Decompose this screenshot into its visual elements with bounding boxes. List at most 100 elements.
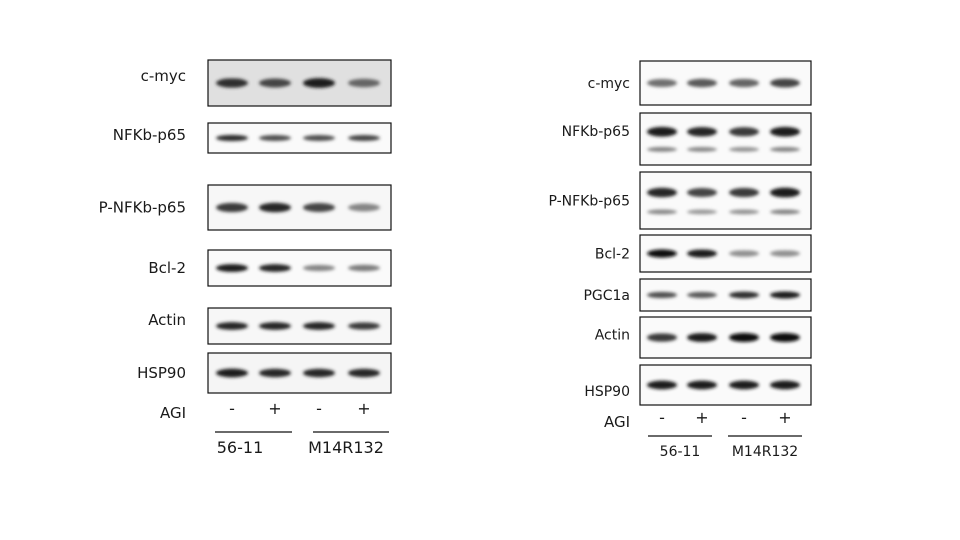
protein-band xyxy=(729,78,759,88)
protein-band xyxy=(216,264,248,272)
blot-frame xyxy=(639,112,812,166)
protein-band xyxy=(729,187,759,198)
blot-frame xyxy=(639,316,812,359)
protein-band xyxy=(687,188,717,198)
cell-line-label: M14R132 xyxy=(308,438,384,457)
blot-row: c-myc xyxy=(588,60,812,106)
cell-line-label: M14R132 xyxy=(732,444,798,460)
lower-protein-band xyxy=(687,147,717,152)
lower-protein-band xyxy=(770,209,800,215)
protein-band xyxy=(647,187,677,198)
protein-label: P-NFKb-p65 xyxy=(548,194,630,210)
treatment-sign: - xyxy=(316,399,322,418)
cell-line-label: 56-11 xyxy=(660,444,701,460)
protein-label: P-NFKb-p65 xyxy=(99,199,186,217)
protein-band xyxy=(729,291,759,299)
protein-label: NFKb-p65 xyxy=(562,124,630,140)
protein-band xyxy=(303,322,335,330)
right-blot-panel: c-myc NFKb-p65 P-NFKb-p65 Bcl-2 PGC1a Actin HS… xyxy=(548,60,812,460)
blot-row: Bcl-2 xyxy=(148,249,392,287)
blot-row: Actin xyxy=(595,316,812,359)
membrane-background xyxy=(640,172,811,229)
lower-protein-band xyxy=(770,147,800,152)
protein-band xyxy=(259,322,291,330)
blot-frame xyxy=(639,278,812,312)
blot-row: PGC1a xyxy=(583,278,812,312)
protein-label: Bcl-2 xyxy=(595,247,630,263)
blot-frame xyxy=(207,122,392,154)
lower-protein-band xyxy=(729,209,759,215)
blot-row: c-myc xyxy=(141,59,392,107)
treatment-sign: - xyxy=(229,399,235,418)
membrane-background xyxy=(640,113,811,165)
treatment-sign: - xyxy=(741,408,747,427)
protein-band xyxy=(687,78,717,88)
blot-row: NFKb-p65 xyxy=(562,112,812,166)
protein-band xyxy=(259,264,291,272)
protein-band xyxy=(647,78,677,88)
blot-row: NFKb-p65 xyxy=(113,122,392,154)
protein-band xyxy=(770,250,800,257)
blot-frame xyxy=(639,60,812,106)
treatment-sign: + xyxy=(778,408,791,427)
protein-band xyxy=(687,333,717,342)
protein-band xyxy=(348,203,380,212)
protein-band xyxy=(770,291,800,299)
protein-band xyxy=(303,203,335,212)
protein-label: HSP90 xyxy=(584,384,630,400)
protein-band xyxy=(303,135,335,141)
protein-label: c-myc xyxy=(141,67,186,85)
protein-band xyxy=(216,202,248,213)
protein-band xyxy=(348,78,380,88)
protein-label: NFKb-p65 xyxy=(113,126,186,144)
protein-band xyxy=(259,368,291,378)
protein-band xyxy=(647,333,677,342)
left-blot-panel: c-myc NFKb-p65 P-NFKb-p65 Bcl-2 Actin HSP90 AG… xyxy=(99,59,392,457)
protein-label: Actin xyxy=(148,311,186,329)
protein-band xyxy=(687,380,717,390)
protein-band xyxy=(259,135,291,141)
blot-frame xyxy=(207,59,392,107)
blot-frame xyxy=(639,234,812,273)
protein-band xyxy=(687,249,717,258)
blot-row: P-NFKb-p65 xyxy=(99,184,392,231)
blot-frame xyxy=(639,364,812,406)
protein-band xyxy=(647,380,677,390)
blot-row: Bcl-2 xyxy=(595,234,812,273)
treatment-sign: + xyxy=(268,399,281,418)
blot-row: P-NFKb-p65 xyxy=(548,171,812,230)
blot-row: HSP90 xyxy=(584,364,812,406)
blot-frame xyxy=(207,184,392,231)
treatment-sign: - xyxy=(659,408,665,427)
protein-band xyxy=(770,187,800,198)
protein-band xyxy=(348,264,380,272)
protein-band xyxy=(770,380,800,390)
protein-label: c-myc xyxy=(588,76,630,92)
protein-band xyxy=(647,126,677,137)
agi-label: AGI xyxy=(604,413,630,431)
protein-label: HSP90 xyxy=(137,364,186,382)
blot-row: HSP90 xyxy=(137,352,392,394)
protein-band xyxy=(348,135,380,141)
protein-band xyxy=(729,127,759,137)
treatment-sign: + xyxy=(357,399,370,418)
protein-band xyxy=(216,134,248,142)
agi-label: AGI xyxy=(160,404,186,422)
protein-band xyxy=(216,322,248,330)
lower-protein-band xyxy=(729,147,759,152)
protein-band xyxy=(687,126,717,137)
blot-row: Actin xyxy=(148,307,392,345)
protein-band xyxy=(729,250,759,257)
lower-protein-band xyxy=(687,209,717,215)
protein-band xyxy=(259,202,291,213)
protein-band xyxy=(770,332,800,343)
protein-label: PGC1a xyxy=(583,288,630,304)
protein-band xyxy=(348,368,380,378)
protein-label: Actin xyxy=(595,328,630,344)
protein-band xyxy=(647,249,677,258)
protein-band xyxy=(303,368,335,378)
protein-band xyxy=(216,368,248,378)
protein-band xyxy=(259,78,291,88)
treatment-sign: + xyxy=(695,408,708,427)
